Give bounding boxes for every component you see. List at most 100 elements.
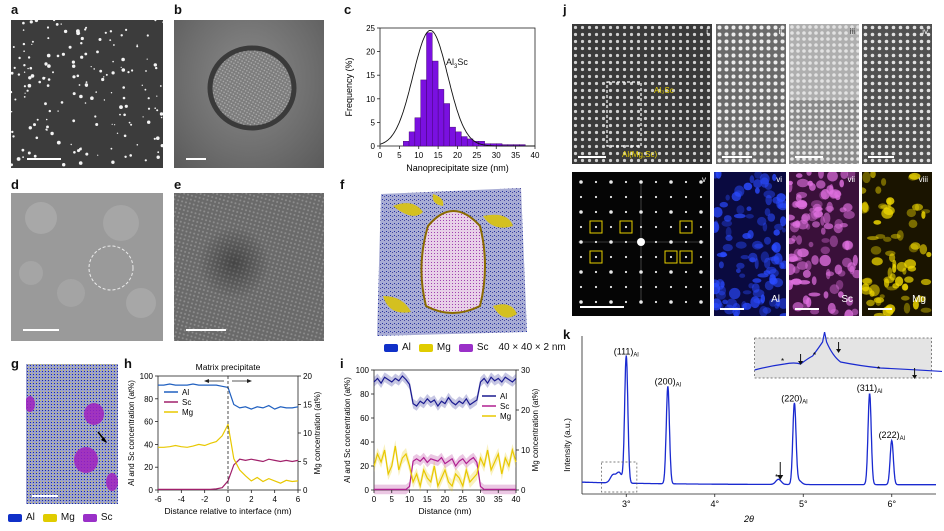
roman-label: vi (776, 175, 782, 184)
precipitate-dot (113, 44, 115, 46)
diffraction-spot (639, 180, 643, 184)
y-tick-label-right: 10 (303, 429, 312, 438)
intensity-blob (752, 240, 763, 250)
intensity-blob (762, 222, 768, 232)
precipitate-dot (111, 123, 113, 125)
intensity-blob (892, 283, 900, 289)
al-swatch (384, 343, 398, 352)
diffraction-spot (609, 195, 613, 199)
precipitate-dot (17, 73, 21, 76)
arrowhead (777, 475, 784, 480)
intensity-blob (763, 190, 776, 199)
intensity-blob (873, 220, 882, 225)
intensity-blob (870, 172, 876, 179)
intensity-blob (795, 220, 800, 228)
histogram-chart: 0 5 10 15 20 25 30 35 40 0 5 10 15 20 25 Nanoprecipitat… (344, 24, 540, 173)
intensity-blob (852, 269, 859, 279)
intensity-blob (742, 302, 752, 310)
intensity-blob (714, 207, 723, 218)
precipitate-dot (45, 118, 48, 121)
precipitate-dot (44, 77, 46, 79)
y-tick-label-right: 10 (521, 446, 530, 455)
intensity-blob (769, 277, 778, 285)
panel-label-j: j (563, 2, 567, 17)
intensity-blob (810, 308, 820, 315)
diffraction-spot (699, 285, 703, 289)
y-tick-label-left: 80 (144, 395, 153, 404)
panel-label-g: g (11, 356, 19, 371)
label-al-mg-sc: Al(Mg,Sc) (622, 150, 658, 159)
intensity-blob (820, 246, 830, 255)
intensity-blob (772, 242, 781, 253)
diffraction-spot (684, 180, 688, 184)
intensity-blob (733, 311, 739, 316)
precipitate-dot (127, 71, 130, 74)
diffraction-spot (624, 225, 628, 229)
precipitate-dot (34, 20, 39, 23)
intensity-blob (739, 273, 746, 278)
intensity-blob (796, 235, 802, 245)
scale-bar (720, 308, 744, 310)
diffraction-spot (609, 255, 613, 259)
x-tick-label: 25 (472, 151, 481, 160)
y-tick-label-right: 20 (521, 406, 530, 415)
x-tick-label: 40 (512, 495, 521, 504)
intensity-blob (907, 265, 917, 272)
sc-swatch (458, 343, 473, 352)
intensity-blob (820, 189, 830, 200)
diffraction-spot (594, 255, 598, 259)
x-tick-label: 30 (492, 151, 501, 160)
intensity-blob (840, 172, 848, 179)
intensity-blob (754, 258, 759, 270)
precipitate-dot (73, 151, 76, 154)
diffraction-spot (669, 225, 673, 229)
diffraction-spot (654, 300, 658, 304)
precipitate-dot (120, 66, 122, 68)
histogram-bar (443, 103, 450, 147)
intensity-blob (764, 236, 771, 245)
precipitate-dot (122, 96, 126, 100)
diffraction-spot (699, 180, 703, 184)
intensity-blob (862, 172, 871, 183)
legend-label: Sc (500, 402, 509, 411)
series-line-mg (373, 445, 517, 489)
precipitate-dot (144, 159, 147, 162)
precipitate-dot (124, 104, 128, 108)
intensity-blob (753, 179, 762, 189)
error-band (374, 371, 516, 411)
diffraction-spot (684, 225, 688, 229)
intensity-blob (852, 254, 858, 266)
intensity-blob (873, 297, 885, 304)
x-tick-label: 5° (799, 499, 808, 509)
intensity-blob (762, 307, 772, 314)
central-spot (637, 238, 645, 246)
panel-label-e: e (174, 177, 182, 192)
intensity-blob (741, 301, 747, 311)
highlight-box (589, 250, 603, 264)
eds-map-al: vi Al (714, 172, 786, 316)
precipitate-dot (96, 50, 99, 54)
precipitate-dot (11, 111, 13, 113)
plot-frame (379, 27, 536, 147)
intensity-blob (796, 261, 808, 270)
diffraction-spot (579, 285, 583, 289)
precipitate-dot (128, 121, 131, 124)
intensity-blob (889, 253, 896, 263)
intensity-blob (807, 180, 814, 187)
diffraction-spot (594, 270, 598, 274)
intensity-blob (789, 180, 793, 186)
scale-bar (186, 329, 226, 331)
diffraction-spot (699, 240, 703, 244)
precipitate-dot (84, 28, 87, 31)
legend-g: Al Mg Sc (8, 512, 112, 523)
diffraction-spot (639, 270, 643, 274)
intensity-blob (811, 200, 823, 209)
precipitate-dot (84, 52, 88, 56)
eds-map-sc: vii Sc (789, 172, 859, 316)
intensity-blob (749, 175, 755, 184)
intensity-blob (736, 262, 745, 269)
precipitate-dot (160, 144, 163, 148)
precipitate-dot (44, 102, 47, 106)
box-size: 40 × 40 × 2 nm (498, 342, 566, 353)
intensity-blob (862, 202, 870, 214)
